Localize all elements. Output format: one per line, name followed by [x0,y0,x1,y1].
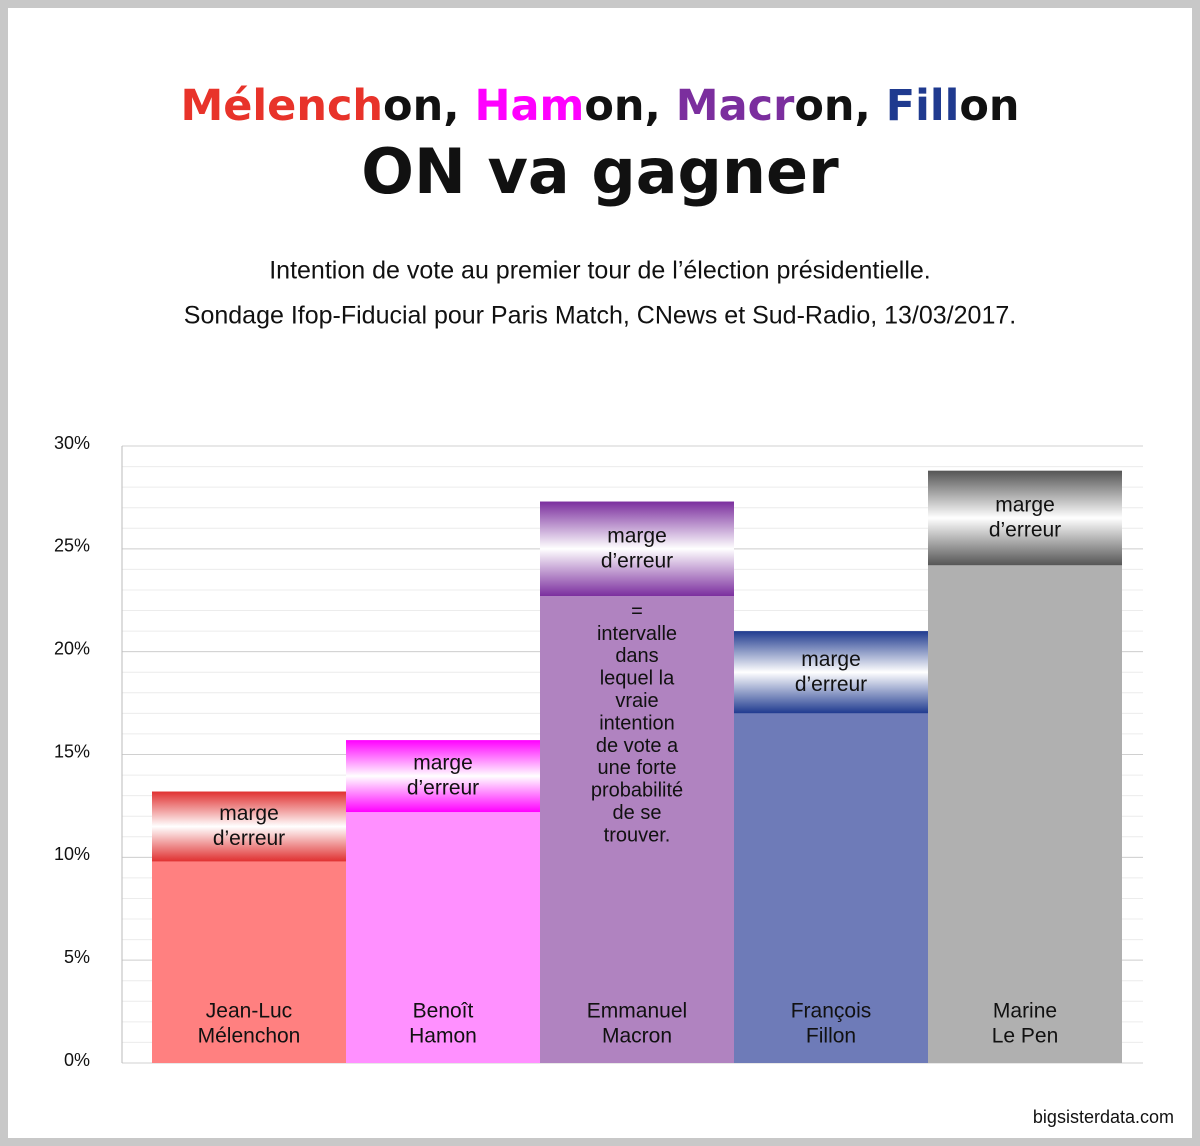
annotation: intention [599,712,675,734]
title-part: Fill [886,81,960,131]
error-margin [734,631,928,714]
subtitle: Intention de vote au premier tour de l’é… [269,257,931,285]
annotation: intervalle [597,623,677,645]
annotation: dans [615,645,658,667]
title-part: on, [584,81,675,131]
margin-label: d’erreur [989,519,1061,542]
y-tick-label: 30% [54,433,90,453]
margin-label: d’erreur [795,673,867,696]
x-tick-label: Mélenchon [198,1025,301,1048]
margin-label: marge [413,752,473,775]
title-part: on, [794,81,885,131]
error-margin [928,470,1122,566]
margin-label: marge [607,524,667,547]
margin-label: d’erreur [213,827,285,850]
source: bigsisterdata.com [1033,1107,1174,1127]
margin-label: d’erreur [601,549,673,572]
title-part: Macr [676,81,795,131]
annotation: lequel la [600,668,675,690]
title-part: on [959,81,1019,131]
title-line: Mélenchon, Hamon, Macron, Fillon [180,81,1019,131]
x-tick-label: Le Pen [992,1025,1059,1048]
y-tick-label: 0% [64,1050,90,1070]
x-tick-label: Macron [602,1025,672,1048]
title-part: Mélench [180,81,383,131]
annotation: vraie [615,690,658,712]
chart-title: ON va gagner [361,135,839,208]
y-tick-label: 20% [54,638,90,658]
error-margin [152,791,346,862]
annotation: de se [613,802,662,824]
bar [928,565,1122,1063]
x-tick-label: Jean-Luc [206,1000,292,1023]
error-margin [540,501,734,597]
annotation: = [631,600,643,622]
y-tick-label: 10% [54,844,90,864]
annotation: probabilité [591,780,683,802]
subtitle: Sondage Ifop-Fiducial pour Paris Match, … [184,302,1016,330]
y-tick-label: 5% [64,947,90,967]
x-tick-label: François [791,1000,872,1023]
x-tick-label: Fillon [806,1025,856,1048]
title-part: on, [383,81,474,131]
annotation: trouver. [604,824,671,846]
y-tick-label: 15% [54,741,90,761]
x-tick-label: Marine [993,1000,1057,1023]
bar [346,812,540,1063]
title-part: Ham [475,81,585,131]
y-tick-label: 25% [54,536,90,556]
bar [540,596,734,1063]
error-margin [346,740,540,813]
annotation: une forte [598,757,677,779]
bar [734,713,928,1063]
margin-label: marge [219,802,279,825]
margin-label: d’erreur [407,777,479,800]
bar [152,861,346,1063]
x-tick-label: Benoît [413,1000,474,1023]
x-tick-label: Hamon [409,1025,477,1048]
margin-label: marge [995,494,1055,517]
annotation: de vote a [596,735,679,757]
margin-label: marge [801,648,861,671]
x-tick-label: Emmanuel [587,1000,687,1023]
